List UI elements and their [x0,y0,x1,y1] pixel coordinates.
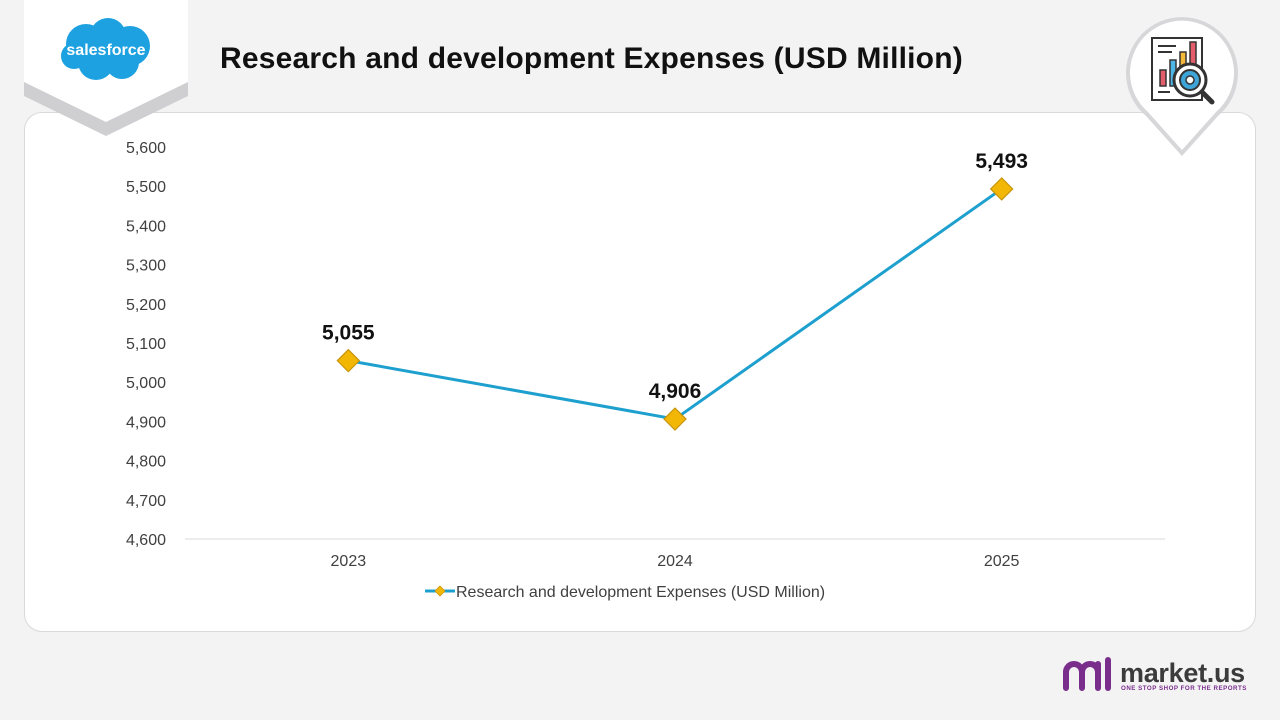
data-point-marker [989,177,1014,201]
data-label: 5,493 [975,150,1028,173]
y-tick-label: 5,300 [126,258,166,275]
x-tick-label: 2024 [657,553,693,570]
brand-tagline: ONE STOP SHOP FOR THE REPORTS [1121,685,1247,692]
x-tick-label: 2025 [984,553,1020,570]
data-point-marker [336,348,361,373]
legend-marker-swatch [434,585,446,597]
legend-entry: Research and development Expenses (USD M… [456,584,825,601]
y-tick-label: 5,200 [126,297,166,314]
data-point-marker [663,407,687,431]
report-analytics-icon [1151,37,1215,105]
y-tick-label: 5,600 [126,140,166,157]
salesforce-cloud-logo: salesforce [61,18,150,80]
market-us-logo-icon [1063,657,1111,691]
y-tick-label: 4,800 [126,454,166,471]
y-tick-label: 4,600 [126,532,166,549]
x-tick-label: 2023 [331,553,367,570]
salesforce-logo-text: salesforce [66,42,145,59]
page-title: Research and development Expenses (USD M… [220,42,963,75]
data-label: 5,055 [322,322,375,345]
analytics-badge [1126,17,1238,156]
market-us-brand: market.us ONE STOP SHOP FOR THE REPORTS [1062,656,1262,696]
y-tick-label: 5,500 [126,179,166,196]
company-logo-tab: salesforce [24,0,188,136]
chart-card [24,112,1256,632]
y-tick-label: 4,900 [126,414,166,431]
y-tick-label: 5,000 [126,375,166,392]
brand-name: market.us [1120,658,1245,688]
y-tick-label: 4,700 [126,493,166,510]
y-tick-label: 5,100 [126,336,166,353]
data-label: 4,906 [649,380,702,403]
y-tick-label: 5,400 [126,218,166,235]
